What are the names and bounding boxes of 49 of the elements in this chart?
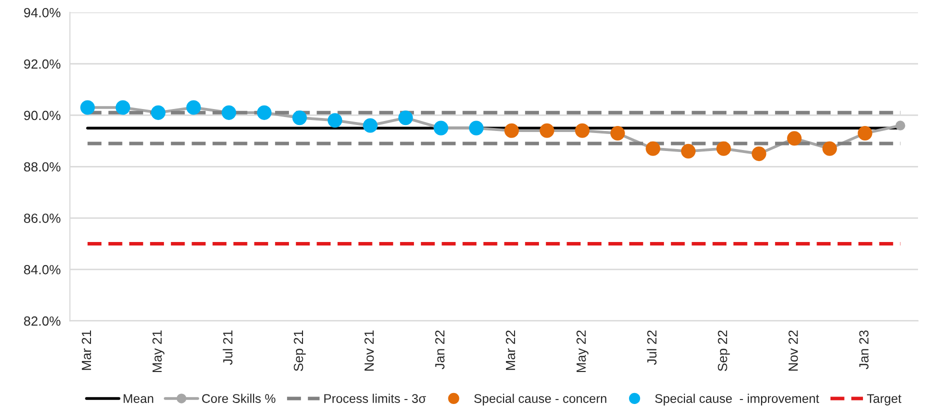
y-tick-label: 86.0%: [24, 214, 60, 223]
legend-label: Core Skills %: [202, 394, 276, 403]
point: [328, 113, 342, 128]
x-tick-label: May 21: [152, 330, 164, 372]
point: [222, 105, 236, 120]
x-tick-label: Sep 21: [294, 330, 306, 372]
legend-label: Mean: [124, 394, 154, 403]
point: [610, 126, 625, 141]
y-tick-label: 88.0%: [24, 162, 60, 172]
legend-label: Special cause - concern: [474, 394, 606, 406]
y-tick-label: 82.0%: [24, 316, 60, 326]
point: [895, 120, 906, 130]
point: [80, 100, 95, 115]
point: [540, 123, 554, 138]
point: [858, 126, 872, 141]
point: [150, 105, 166, 120]
legend-label: Target: [866, 394, 902, 406]
point: [469, 120, 484, 136]
point: [256, 105, 272, 120]
point: [822, 141, 837, 156]
x-tick-label: Jan 23: [859, 330, 869, 370]
x-tick-label: May 22: [576, 330, 588, 372]
point: [398, 110, 413, 126]
point: [646, 141, 660, 156]
point: [116, 100, 130, 115]
point: [186, 100, 201, 115]
x-tick-label: Mar 21: [82, 330, 92, 370]
point: [681, 144, 696, 158]
y-tick-label: 94.0%: [24, 8, 60, 18]
x-tick-label: Sep 22: [718, 330, 730, 372]
point: [752, 146, 766, 162]
x-tick-label: Mar 22: [506, 330, 516, 370]
legend-label: Process limits - 3σ: [324, 394, 426, 403]
point: [504, 123, 519, 138]
x-tick-label: Jul 21: [222, 330, 232, 365]
legend-label: Special cause - improvement: [655, 394, 820, 406]
y-tick-label: 92.0%: [24, 59, 60, 69]
point: [787, 131, 802, 146]
x-tick-label: Nov 22: [788, 330, 798, 371]
y-tick-label: 90.0%: [24, 110, 60, 120]
x-tick-label: Jul 22: [646, 330, 657, 365]
x-tick-label: Jan 22: [435, 330, 444, 370]
y-tick-label: 84.0%: [24, 265, 60, 274]
point: [434, 120, 448, 136]
point: [292, 110, 307, 126]
point: [716, 141, 731, 156]
x-tick-label: Nov 21: [364, 330, 374, 371]
point: [362, 118, 378, 133]
point: [575, 123, 590, 138]
